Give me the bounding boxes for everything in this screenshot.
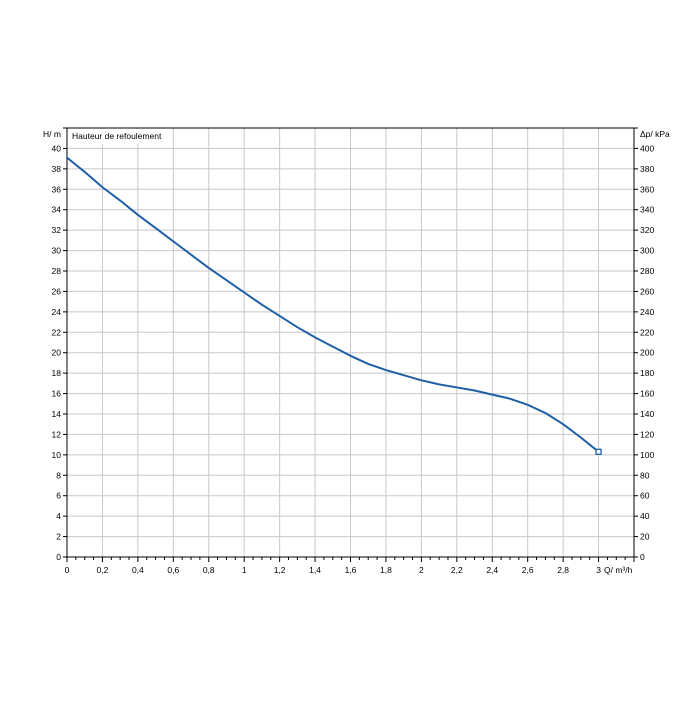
y-left-tick-label: 18 bbox=[52, 368, 62, 378]
x-tick-label: 0,8 bbox=[203, 565, 215, 575]
y-right-tick-labels: 0 20 40 60 80 100 120 140 160 180 200 220 240 260 280 3… bbox=[640, 143, 654, 562]
y-right-tick-label: 400 bbox=[640, 143, 654, 153]
x-tick-label: 0 bbox=[65, 565, 70, 575]
y-right-tick-label: 160 bbox=[640, 389, 654, 399]
y-left-tick-label: 8 bbox=[56, 470, 61, 480]
y-left-tick-label: 26 bbox=[52, 286, 62, 296]
x-tick-label: 1,6 bbox=[345, 565, 357, 575]
y-right-tick-label: 340 bbox=[640, 205, 654, 215]
y-axis-left-label: H/ m bbox=[43, 129, 61, 139]
x-tick-label: 2 bbox=[419, 565, 424, 575]
y-right-tick-label: 260 bbox=[640, 286, 654, 296]
x-tick-label: 1 bbox=[242, 565, 247, 575]
x-tick-label: 1,8 bbox=[380, 565, 392, 575]
x-tick-label: 1,4 bbox=[309, 565, 321, 575]
y-left-tick-label: 22 bbox=[52, 327, 62, 337]
y-right-tick-label: 320 bbox=[640, 225, 654, 235]
x-tick-label: 0,6 bbox=[167, 565, 179, 575]
y-right-tick-label: 140 bbox=[640, 409, 654, 419]
y-right-tick-label: 180 bbox=[640, 368, 654, 378]
y-left-tick-label: 16 bbox=[52, 389, 62, 399]
y-left-tick-label: 30 bbox=[52, 246, 62, 256]
ticks bbox=[63, 127, 638, 562]
y-right-tick-label: 120 bbox=[640, 429, 654, 439]
x-tick-label: 0,4 bbox=[132, 565, 144, 575]
y-left-tick-label: 10 bbox=[52, 450, 62, 460]
y-right-tick-label: 0 bbox=[640, 552, 645, 562]
y-right-tick-label: 380 bbox=[640, 164, 654, 174]
y-right-tick-label: 100 bbox=[640, 450, 654, 460]
x-tick-labels: 0 0,2 0,4 0,6 0,8 1 1,2 1,4 1,6 1,8 2 2,2 2,4 2,6 2,8 3 bbox=[65, 565, 602, 575]
x-tick-label: 2,2 bbox=[451, 565, 463, 575]
title-background bbox=[68, 129, 166, 144]
end-point-marker bbox=[595, 448, 602, 455]
y-right-tick-label: 200 bbox=[640, 348, 654, 358]
y-left-tick-label: 4 bbox=[56, 511, 61, 521]
x-tick-label: 0,2 bbox=[97, 565, 109, 575]
series-line bbox=[66, 156, 600, 453]
y-left-tick-label: 38 bbox=[52, 164, 62, 174]
y-left-tick-label: 12 bbox=[52, 429, 62, 439]
series-group bbox=[66, 156, 602, 455]
y-axis-right-label: Δp/ kPa bbox=[640, 129, 670, 139]
y-right-tick-label: 280 bbox=[640, 266, 654, 276]
grid bbox=[67, 128, 634, 557]
y-left-tick-label: 34 bbox=[52, 205, 62, 215]
plot-frame bbox=[66, 127, 635, 558]
x-tick-label: 1,2 bbox=[274, 565, 286, 575]
y-left-tick-label: 36 bbox=[52, 184, 62, 194]
x-tick-label: 2,6 bbox=[522, 565, 534, 575]
y-left-tick-label: 2 bbox=[56, 532, 61, 542]
chart-title: Hauteur de refoulement bbox=[72, 131, 162, 141]
y-left-tick-label: 24 bbox=[52, 307, 62, 317]
y-right-tick-label: 220 bbox=[640, 327, 654, 337]
y-left-tick-label: 14 bbox=[52, 409, 62, 419]
x-tick-label: 2,8 bbox=[557, 565, 569, 575]
y-right-tick-label: 40 bbox=[640, 511, 650, 521]
x-tick-label: 3 bbox=[596, 565, 601, 575]
y-left-tick-label: 6 bbox=[56, 491, 61, 501]
y-right-tick-label: 360 bbox=[640, 184, 654, 194]
x-axis-label: Q/ m³/h bbox=[604, 565, 633, 575]
y-right-tick-label: 240 bbox=[640, 307, 654, 317]
y-right-tick-label: 60 bbox=[640, 491, 650, 501]
y-left-tick-label: 32 bbox=[52, 225, 62, 235]
y-left-tick-label: 40 bbox=[52, 143, 62, 153]
y-right-tick-label: 300 bbox=[640, 246, 654, 256]
y-left-tick-label: 20 bbox=[52, 348, 62, 358]
y-left-tick-label: 0 bbox=[56, 552, 61, 562]
y-right-tick-label: 80 bbox=[640, 470, 650, 480]
y-left-tick-label: 28 bbox=[52, 266, 62, 276]
x-tick-label: 2,4 bbox=[486, 565, 498, 575]
y-right-tick-label: 20 bbox=[640, 532, 650, 542]
